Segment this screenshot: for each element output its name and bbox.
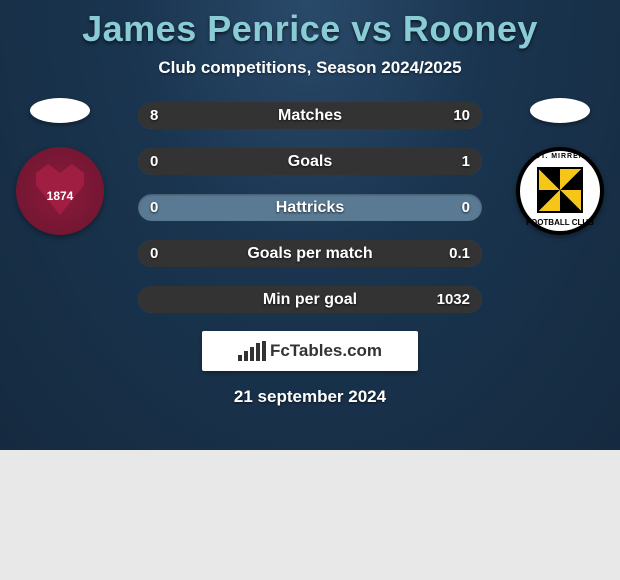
brand-chart-icon [238, 341, 266, 361]
stat-label: Goals [138, 153, 482, 171]
stat-row: 0Hattricks0 [138, 194, 482, 221]
stat-label: Goals per match [138, 245, 482, 263]
stat-value-right: 1032 [437, 291, 470, 308]
stat-row: Min per goal1032 [138, 286, 482, 313]
country-flag-left [30, 98, 90, 123]
stat-label: Min per goal [138, 291, 482, 309]
stat-value-right: 0 [462, 199, 470, 216]
stat-label: Hattricks [138, 199, 482, 217]
stat-value-right: 1 [462, 153, 470, 170]
stmirren-badge-text: ST. MIRREN FOOTBALL CLUB [520, 151, 600, 231]
brand-text: FcTables.com [270, 341, 382, 361]
player-right-column: ST. MIRREN FOOTBALL CLUB [500, 98, 620, 235]
club-badge-stmirren: ST. MIRREN FOOTBALL CLUB [516, 147, 604, 235]
player-left-column [0, 98, 120, 235]
stat-row: 0Goals per match0.1 [138, 240, 482, 267]
content-area: ST. MIRREN FOOTBALL CLUB 8Matches100Goal… [0, 102, 620, 313]
club-badge-hearts [16, 147, 104, 235]
branding-badge: FcTables.com [202, 331, 418, 371]
subtitle: Club competitions, Season 2024/2025 [0, 58, 620, 78]
stat-value-right: 10 [453, 107, 470, 124]
date-label: 21 september 2024 [0, 387, 620, 407]
stat-row: 8Matches10 [138, 102, 482, 129]
stat-value-right: 0.1 [449, 245, 470, 262]
country-flag-right [530, 98, 590, 123]
stat-label: Matches [138, 107, 482, 125]
comparison-card: James Penrice vs Rooney Club competition… [0, 0, 620, 450]
stats-list: 8Matches100Goals10Hattricks00Goals per m… [138, 102, 482, 313]
stat-row: 0Goals1 [138, 148, 482, 175]
page-title: James Penrice vs Rooney [0, 8, 620, 50]
